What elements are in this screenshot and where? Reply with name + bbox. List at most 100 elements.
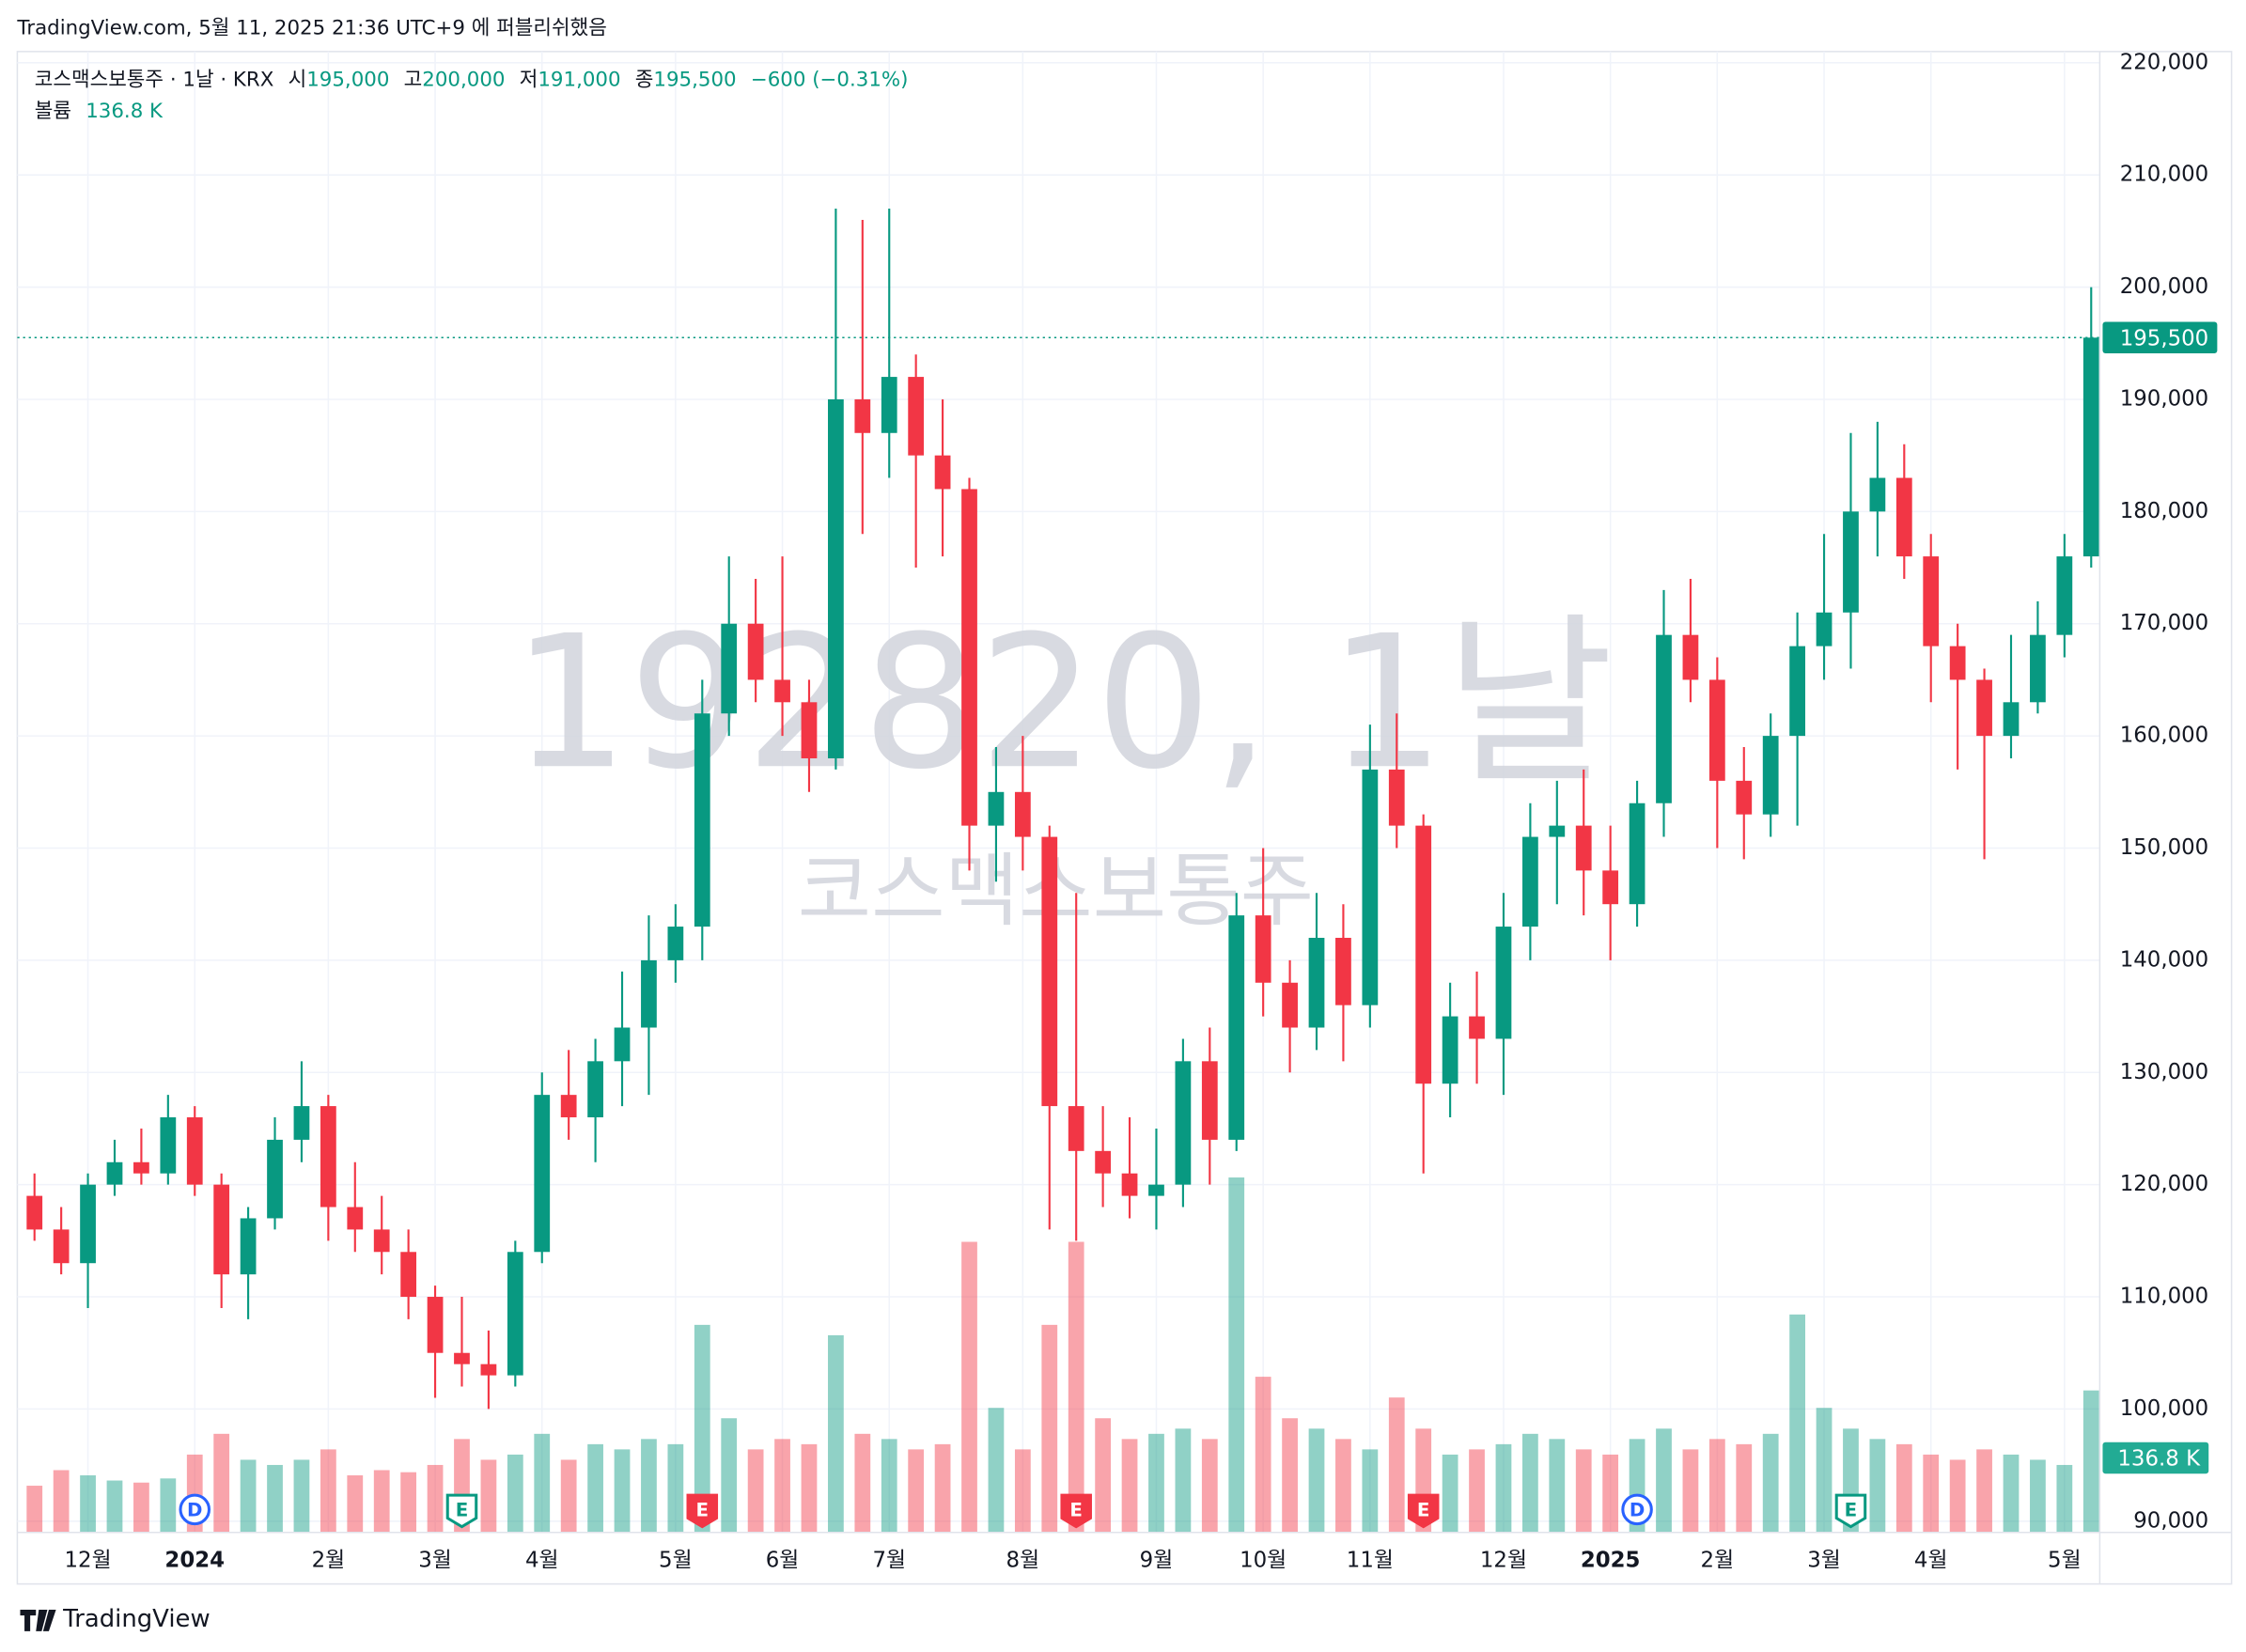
- event-label: E: [1417, 1499, 1430, 1520]
- event-marker: E: [1834, 1493, 1867, 1529]
- x-tick-label: 2024: [164, 1549, 225, 1573]
- volume-key: 볼륨: [35, 100, 71, 123]
- x-tick-label: 2월: [1701, 1549, 1735, 1573]
- candle-body: [1949, 646, 1966, 680]
- event-marker: E: [686, 1493, 719, 1529]
- volume-bar: [2082, 1390, 2099, 1533]
- y-tick-label: 90,000: [2133, 1508, 2208, 1533]
- volume-bar: [80, 1474, 96, 1533]
- volume-bar: [133, 1482, 149, 1533]
- last-price-box: [2102, 321, 2218, 354]
- volume-bar: [828, 1334, 844, 1533]
- volume-bar: [347, 1474, 364, 1533]
- y-tick-label: 160,000: [2120, 724, 2209, 748]
- volume-bar: [1201, 1439, 1218, 1533]
- candle-body: [1335, 938, 1351, 1005]
- event-badge: [1407, 1493, 1440, 1529]
- event-badge: [1060, 1493, 1092, 1529]
- candle-body: [293, 1106, 310, 1140]
- high-value: 200,000: [422, 68, 505, 91]
- candle-body: [480, 1364, 497, 1376]
- volume-bar: [667, 1443, 684, 1533]
- open-key: 시: [289, 68, 307, 91]
- volume-bar: [534, 1433, 551, 1533]
- y-tick-label: 150,000: [2120, 835, 2209, 860]
- volume-bar: [881, 1439, 897, 1533]
- low-key: 저: [520, 68, 538, 91]
- candle-body: [988, 791, 1005, 826]
- candle-body: [961, 489, 977, 826]
- candle-body: [267, 1139, 283, 1219]
- candle-body: [1068, 1106, 1084, 1151]
- candle-body: [1228, 915, 1245, 1140]
- candle-body: [534, 1095, 551, 1253]
- volume-bar: [1816, 1408, 1833, 1533]
- candle-body: [53, 1229, 70, 1264]
- volume-bar: [160, 1478, 177, 1533]
- event-label: D: [187, 1499, 202, 1520]
- volume-bar: [1388, 1397, 1405, 1533]
- candle-body: [560, 1095, 577, 1118]
- volume-bar: [240, 1459, 257, 1533]
- candle-body: [2030, 634, 2046, 703]
- x-tick-label: 4월: [1914, 1549, 1948, 1573]
- volume-bar: [1949, 1459, 1966, 1533]
- candle-body: [373, 1229, 390, 1253]
- volume-bar: [26, 1486, 43, 1533]
- candle-body: [667, 927, 684, 960]
- volume-bar: [641, 1439, 657, 1533]
- event-marker: D: [179, 1493, 211, 1526]
- volume-bar: [400, 1472, 417, 1533]
- candle-body: [1816, 612, 1833, 647]
- volume-bar: [1895, 1443, 1912, 1533]
- volume-bar: [1255, 1377, 1271, 1533]
- x-tick-label: 10월: [1240, 1549, 1287, 1573]
- volume-bar: [2003, 1454, 2020, 1533]
- y-tick-label: 220,000: [2120, 50, 2209, 74]
- volume-bar: [2030, 1459, 2046, 1533]
- volume-bar: [1121, 1439, 1138, 1533]
- y-tick-label: 140,000: [2120, 947, 2209, 972]
- volume-bar: [988, 1408, 1005, 1533]
- volume-bar: [1014, 1449, 1031, 1533]
- candle-body: [160, 1117, 177, 1174]
- volume-bar: [1308, 1428, 1325, 1533]
- volume-bar: [1469, 1449, 1485, 1533]
- candle-body: [934, 455, 951, 490]
- x-tick-label: 2025: [1581, 1549, 1641, 1573]
- candle-body: [908, 377, 925, 456]
- grid: [17, 51, 2100, 1533]
- candles: [26, 209, 2099, 1410]
- publish-info: TradingView.com, 5월 11, 2025 21:36 UTC+9…: [16, 16, 606, 39]
- candle-body: [2003, 702, 2020, 737]
- candle-body: [1148, 1184, 1164, 1196]
- volume-bar: [560, 1459, 577, 1533]
- volume-bar: [694, 1324, 710, 1533]
- volume-bar: [801, 1443, 818, 1533]
- volume-bar: [53, 1470, 70, 1533]
- high-key: 고: [404, 68, 423, 91]
- candle-body: [80, 1184, 96, 1264]
- candle-body: [1388, 769, 1405, 826]
- low-value: 191,000: [538, 68, 620, 91]
- event-marker: E: [445, 1493, 478, 1529]
- y-tick-label: 130,000: [2120, 1060, 2209, 1084]
- volume-bar: [1575, 1449, 1592, 1533]
- candle-body: [213, 1184, 230, 1275]
- event-badge: [1834, 1493, 1867, 1529]
- volume-bar: [1095, 1418, 1112, 1533]
- volume-bar: [1923, 1454, 1940, 1533]
- event-label: E: [1069, 1499, 1083, 1520]
- candle-body: [400, 1252, 417, 1298]
- x-tick-label: 12월: [1480, 1549, 1527, 1573]
- volume-bar: [721, 1418, 738, 1533]
- volume-bar: [320, 1449, 336, 1533]
- volume-bar: [373, 1470, 390, 1533]
- event-marker: E: [1060, 1493, 1092, 1529]
- axes: 90,000 100,000 110,000 120,000 130,000 140,00…: [17, 50, 2232, 1584]
- candle-body: [1282, 982, 1298, 1028]
- event-label: E: [1845, 1499, 1858, 1520]
- candle-body: [1469, 1016, 1485, 1039]
